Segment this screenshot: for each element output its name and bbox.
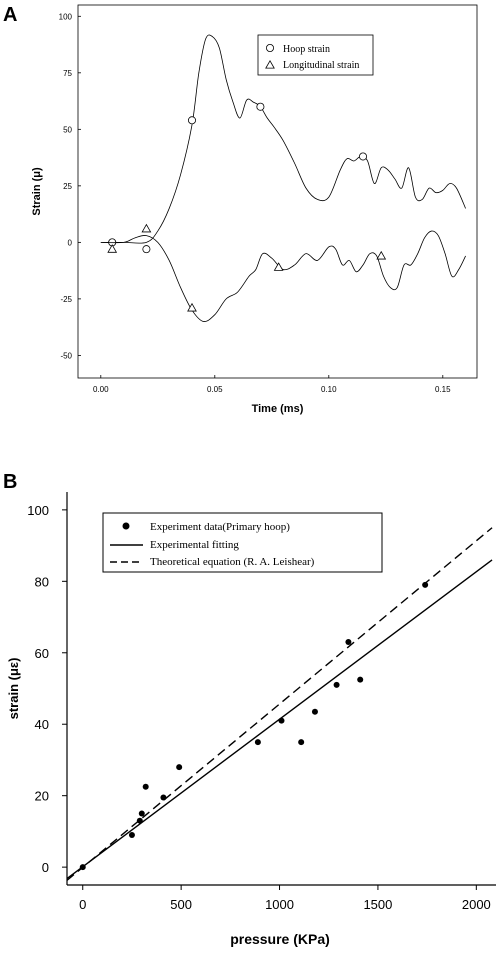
longitudinal-strain-marker (273, 262, 284, 271)
legend-experiment-data-label: Experiment data(Primary hoop) (150, 521, 290, 533)
panel-b-y-tick-label: 0 (42, 860, 49, 875)
legend-experimental-fitting-label: Experimental fitting (150, 539, 239, 551)
legend-longitudinal-strain-marker (265, 59, 275, 69)
panel-b-x-tick-label: 0 (79, 897, 86, 912)
panel-a-y-tick-label: -50 (60, 351, 72, 360)
panel-a-legend-box (257, 34, 374, 76)
hoop-strain-marker (358, 152, 367, 161)
experiment-data-point (333, 681, 340, 688)
panel-b-y-tick-label: 40 (35, 717, 49, 732)
longitudinal-strain-marker (141, 223, 152, 233)
panel-a-y-axis-label: Strain (μ) (31, 167, 43, 216)
experiment-data-point (422, 581, 429, 588)
legend-longitudinal-strain-label: Longitudinal strain (283, 60, 359, 71)
panel-b-y-tick-label: 20 (35, 789, 49, 804)
theoretical-equation-line (66, 527, 493, 881)
panel-b-y-tick-label: 60 (35, 646, 49, 661)
panel-a-legend: Hoop strain Longitudinal strain (257, 34, 374, 76)
longitudinal-strain-marker (187, 302, 197, 312)
panel-a-x-tick-label: 0.05 (207, 385, 223, 394)
experiment-data-point (345, 639, 352, 646)
hoop-strain-line (100, 34, 466, 244)
panel-b-legend-box (102, 512, 383, 573)
experiment-data-point (176, 764, 183, 771)
experiment-data-point (160, 794, 167, 801)
experiment-data-point (142, 783, 149, 790)
panel-a-y-tick-label: 25 (63, 182, 72, 191)
panel-b-y-tick-label: 100 (27, 503, 49, 518)
legend-theoretical-equation-label: Theoretical equation (R. A. Leishear) (150, 556, 315, 568)
panel-b-x-tick-label: 1500 (363, 897, 392, 912)
experiment-data-point (311, 708, 318, 715)
longitudinal-strain-line (100, 230, 466, 322)
longitudinal-strain-marker (376, 250, 387, 260)
panel-b-y-axis-label: strain (με) (6, 658, 21, 720)
hoop-strain-marker (187, 116, 196, 125)
legend-hoop-strain-label: Hoop strain (283, 44, 330, 55)
panel-b-letter: B (3, 471, 17, 493)
panel-a-y-tick-label: -25 (60, 295, 72, 304)
panel-b-x-tick-label: 1000 (265, 897, 294, 912)
panel-a-x-tick-label: 0.15 (435, 385, 451, 394)
legend-hoop-strain-marker (265, 44, 274, 53)
panel-a-x-tick-label: 0.00 (93, 385, 109, 394)
panel-a-frame (77, 4, 478, 379)
panel-a: A 100 75 50 25 0 -25 -50 0.00 0.05 0.10 0.15 Time (m… (3, 4, 478, 415)
panel-b-legend: Experiment data(Primary hoop) Experimenta… (102, 512, 383, 573)
experiment-data-point (298, 739, 305, 746)
experiment-data-point (138, 810, 145, 817)
experiment-data-point (128, 831, 135, 838)
experiment-data-point (278, 717, 285, 724)
experiment-data-point (357, 676, 364, 683)
experiment-data-point (79, 864, 86, 871)
panel-b-y-tick-label: 80 (35, 574, 49, 589)
panel-a-y-tick-label: 0 (68, 238, 73, 247)
panel-a-y-tick-label: 100 (59, 12, 73, 21)
panel-b-x-axis-label: pressure (KPa) (230, 931, 330, 947)
hoop-strain-marker (142, 245, 151, 254)
experiment-data-point (136, 817, 143, 824)
panel-a-y-tick-label: 50 (63, 125, 72, 134)
panel-a-y-tick-label: 75 (63, 69, 72, 78)
panel-a-x-axis-label: Time (ms) (252, 403, 304, 415)
panel-b-x-tick-label: 2000 (462, 897, 491, 912)
longitudinal-strain-marker (107, 244, 118, 253)
experiment-data-point (254, 739, 261, 746)
panel-a-x-tick-label: 0.10 (321, 385, 337, 394)
panel-a-letter: A (3, 4, 17, 26)
legend-experiment-data-marker (122, 522, 130, 530)
panel-b-x-tick-label: 500 (170, 897, 192, 912)
hoop-strain-marker (256, 102, 265, 111)
